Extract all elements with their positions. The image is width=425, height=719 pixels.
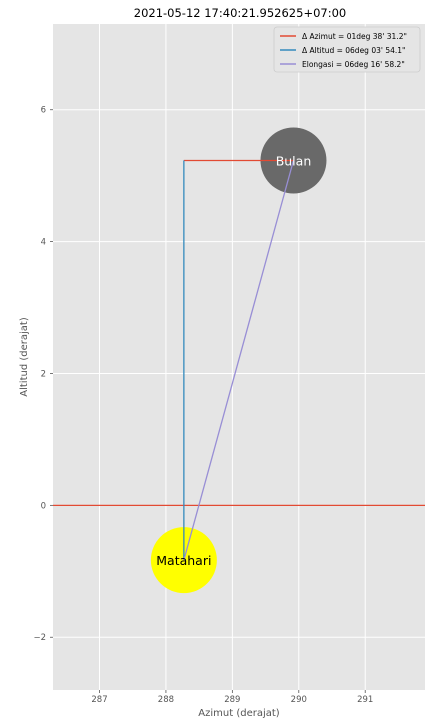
y-tick-label: 4 (41, 238, 46, 248)
legend: Δ Azimut = 01deg 38' 31.2" Δ Altitud = 06… (273, 26, 421, 73)
x-tick-label: 289 (224, 695, 240, 705)
legend-box (273, 26, 421, 73)
y-tick-label: 0 (41, 501, 46, 511)
y-tick-label: −2 (33, 633, 46, 643)
body-bulan-label: Bulan (276, 153, 312, 168)
y-tick-label: 6 (41, 106, 46, 116)
y-tick-label: 2 (41, 369, 46, 379)
tick-labels: 287 288 289 290 291 −2 0 2 4 6 (33, 106, 373, 705)
legend-entry: Δ Altitud = 06deg 03' 54.1" (302, 46, 405, 55)
x-tick-label: 290 (291, 695, 307, 705)
celestial-bodies: Matahari Bulan (150, 127, 327, 594)
chart-title: 2021-05-12 17:40:21.952625+07:00 (134, 6, 346, 20)
x-tick-label: 288 (158, 695, 174, 705)
x-tick-label: 291 (357, 695, 373, 705)
legend-entry: Elongasi = 06deg 16' 58.2" (302, 60, 405, 69)
x-tick-label: 287 (91, 695, 107, 705)
x-axis-title: Azimut (derajat) (198, 708, 280, 719)
legend-entry: Δ Azimut = 01deg 38' 31.2" (302, 32, 407, 41)
body-matahari-label: Matahari (156, 553, 211, 568)
y-axis-title: Altitud (derajat) (19, 317, 30, 397)
series-line-2 (183, 160, 295, 561)
